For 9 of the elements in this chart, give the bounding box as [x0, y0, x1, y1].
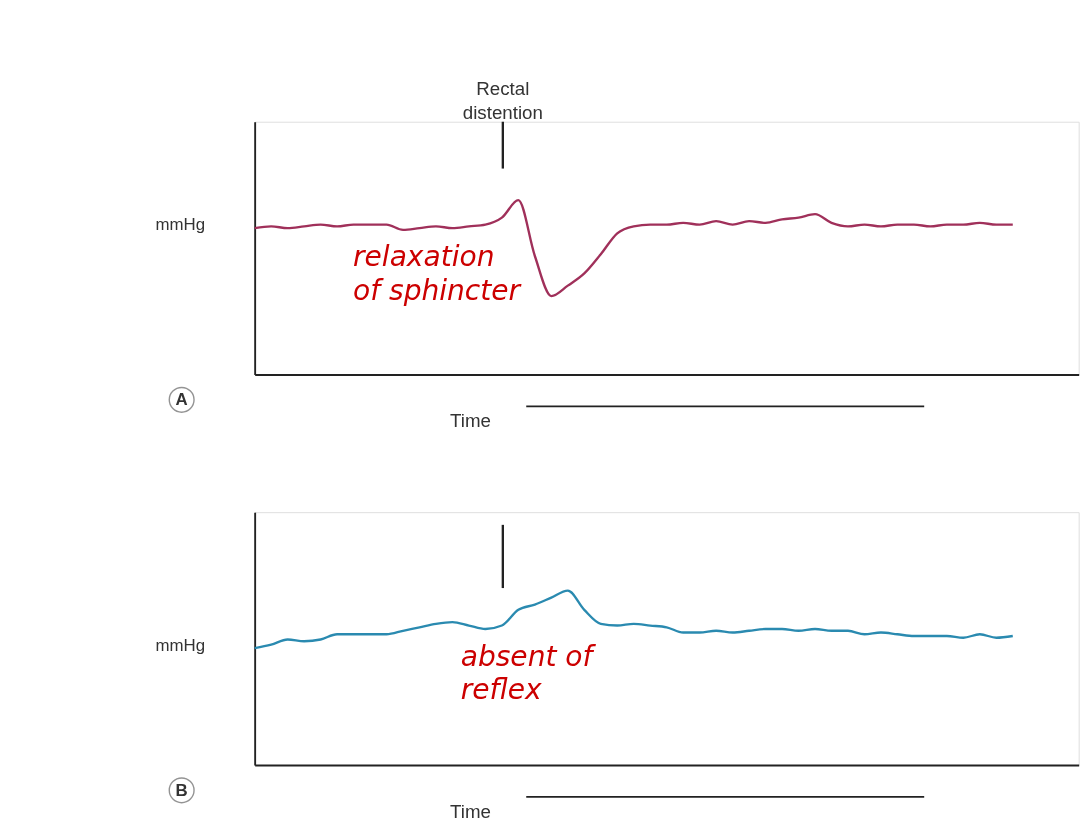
x-axis-title: Time: [450, 800, 491, 822]
text: B: [175, 780, 188, 800]
y-axis-title: mmHg: [155, 215, 206, 235]
annotation: absent of reflex: [460, 639, 597, 707]
text: Rectal distention: [462, 77, 543, 123]
text: A: [175, 390, 188, 410]
annotation: relaxation of sphincter: [353, 239, 522, 307]
x-axis-title: Time: [450, 410, 491, 432]
y-axis-title: mmHg: [155, 635, 206, 655]
